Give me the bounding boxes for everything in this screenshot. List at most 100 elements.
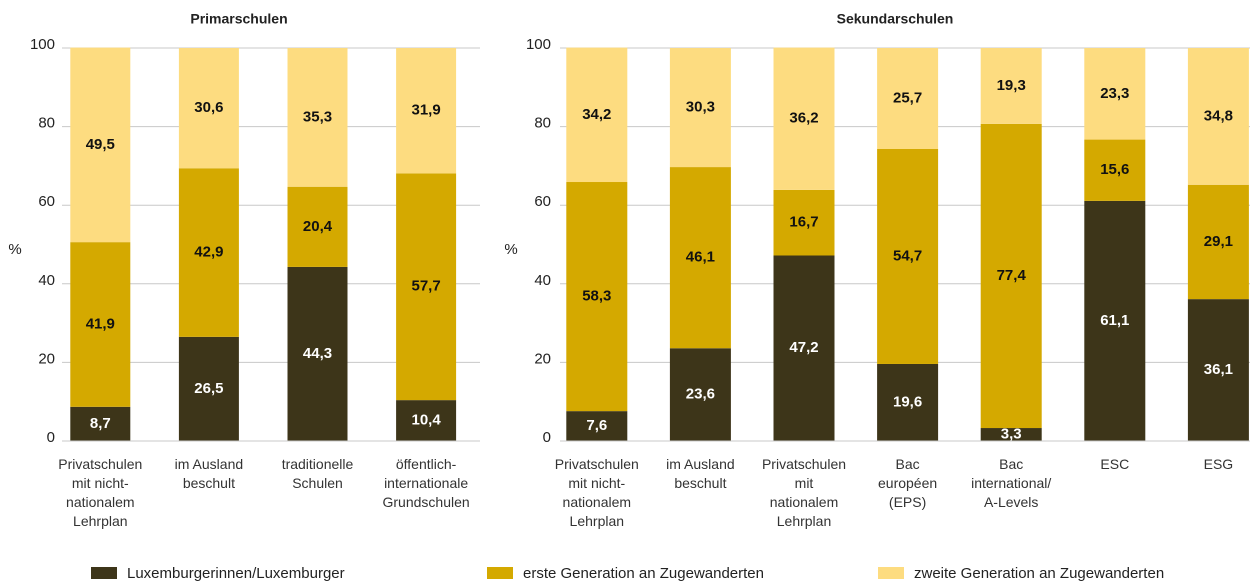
value-label: 35,3 bbox=[303, 108, 332, 125]
bar-segment bbox=[178, 168, 239, 337]
x-tick-label: ESG bbox=[1204, 456, 1234, 472]
y-tick-label: 60 bbox=[38, 193, 55, 210]
bar-segment bbox=[178, 336, 239, 441]
y-tick-label: 80 bbox=[38, 115, 55, 132]
bar-segment bbox=[773, 189, 835, 256]
bar-segment bbox=[773, 255, 835, 441]
value-label: 42,9 bbox=[194, 244, 223, 261]
value-label: 31,9 bbox=[411, 102, 440, 119]
bar-segment bbox=[669, 348, 731, 441]
chart-title: Primarschulen bbox=[190, 11, 287, 27]
bar-segment bbox=[1084, 139, 1146, 201]
value-label: 36,1 bbox=[1204, 361, 1233, 378]
bar-segment bbox=[773, 47, 835, 190]
x-tick-label: im Ausland beschult bbox=[666, 456, 734, 491]
y-tick-label: 40 bbox=[534, 272, 551, 289]
value-label: 23,6 bbox=[686, 386, 715, 403]
y-tick-label: 0 bbox=[47, 429, 55, 446]
bar-segment bbox=[980, 48, 1042, 124]
value-label: 10,4 bbox=[411, 412, 441, 429]
value-label: 49,5 bbox=[86, 136, 115, 153]
value-label: 19,6 bbox=[893, 393, 922, 410]
legend-label: zweite Generation an Zugewanderten bbox=[914, 565, 1164, 582]
value-label: 16,7 bbox=[789, 214, 818, 231]
y-tick-label: 80 bbox=[534, 115, 551, 132]
legend-label: Luxemburgerinnen/Luxemburger bbox=[127, 565, 345, 582]
bar-segment bbox=[1187, 184, 1249, 300]
y-tick-label: 20 bbox=[534, 350, 551, 367]
bar-segment bbox=[877, 363, 939, 441]
chart-title: Sekundarschulen bbox=[837, 11, 954, 27]
bar-segment bbox=[396, 173, 457, 401]
y-tick-label: 40 bbox=[38, 272, 55, 289]
x-tick-label: Bac international/A-Levels bbox=[971, 456, 1051, 510]
value-label: 30,6 bbox=[194, 99, 223, 116]
bar-segment bbox=[287, 266, 348, 441]
value-label: 30,3 bbox=[686, 99, 715, 116]
legend-label: erste Generation an Zugewanderten bbox=[523, 565, 764, 582]
bar-segment bbox=[70, 47, 131, 243]
bar-segment bbox=[1187, 48, 1249, 185]
x-tick-label: Bac européen (EPS) bbox=[878, 456, 937, 510]
value-label: 25,7 bbox=[893, 89, 922, 106]
value-label: 20,4 bbox=[303, 218, 333, 235]
y-axis-label: % bbox=[504, 241, 517, 258]
value-label: 36,2 bbox=[789, 110, 818, 127]
bar-segment bbox=[566, 411, 628, 441]
y-tick-label: 100 bbox=[30, 36, 55, 53]
value-label: 46,1 bbox=[686, 249, 715, 266]
x-tick-label: traditionelle Schulen bbox=[282, 456, 354, 491]
value-label: 41,9 bbox=[86, 315, 115, 332]
value-label: 29,1 bbox=[1204, 233, 1233, 250]
bar-segment bbox=[396, 400, 457, 441]
value-label: 26,5 bbox=[194, 380, 223, 397]
bar-segment bbox=[178, 48, 239, 169]
bar-segment bbox=[877, 48, 939, 150]
bar-segment bbox=[287, 48, 348, 187]
value-label: 58,3 bbox=[582, 288, 611, 305]
x-tick-label: im Ausland beschult bbox=[175, 456, 243, 491]
bar-segment bbox=[70, 242, 131, 407]
value-label: 61,1 bbox=[1100, 312, 1129, 329]
bar-segment bbox=[877, 149, 939, 364]
value-label: 77,4 bbox=[997, 267, 1027, 284]
value-label: 3,3 bbox=[1001, 425, 1022, 442]
legend-swatch bbox=[91, 567, 117, 579]
bar-segment bbox=[669, 167, 731, 349]
y-tick-label: 100 bbox=[526, 36, 551, 53]
value-label: 34,8 bbox=[1204, 107, 1233, 124]
x-tick-label: öffentlich-internationale Grundschulen bbox=[383, 456, 470, 510]
bar-segment bbox=[287, 186, 348, 267]
value-label: 44,3 bbox=[303, 345, 332, 362]
bar-segment bbox=[566, 47, 628, 183]
value-label: 19,3 bbox=[997, 77, 1026, 94]
y-tick-label: 60 bbox=[534, 193, 551, 210]
bar-segment bbox=[566, 182, 628, 412]
bar-segment bbox=[70, 406, 131, 441]
bar-segment bbox=[669, 48, 731, 168]
x-tick-label: Privatschulen mit nationalem Lehrplan bbox=[762, 456, 846, 529]
bar-segment bbox=[980, 428, 1042, 441]
y-tick-label: 20 bbox=[38, 350, 55, 367]
bar-segment bbox=[1084, 200, 1146, 441]
x-tick-label: Privatschulen mit nicht-nationalem Lehrpla… bbox=[555, 456, 639, 529]
value-label: 54,7 bbox=[893, 247, 922, 264]
legend-swatch bbox=[878, 567, 904, 579]
bar-segment bbox=[1187, 299, 1249, 441]
value-label: 57,7 bbox=[411, 278, 440, 295]
value-label: 34,2 bbox=[582, 106, 611, 123]
bar-segment bbox=[980, 123, 1042, 429]
bar-segment bbox=[1084, 48, 1146, 140]
value-label: 7,6 bbox=[586, 417, 607, 434]
value-label: 47,2 bbox=[789, 339, 818, 356]
value-label: 8,7 bbox=[90, 415, 111, 432]
y-tick-label: 0 bbox=[543, 429, 551, 446]
x-tick-label: Privatschulen mit nicht-nationalem Lehrpla… bbox=[58, 456, 142, 529]
x-tick-label: ESC bbox=[1100, 456, 1129, 472]
bar-segment bbox=[396, 48, 457, 174]
value-label: 23,3 bbox=[1100, 85, 1129, 102]
legend-swatch bbox=[487, 567, 513, 579]
value-label: 15,6 bbox=[1100, 161, 1129, 178]
y-axis-label: % bbox=[8, 241, 21, 258]
